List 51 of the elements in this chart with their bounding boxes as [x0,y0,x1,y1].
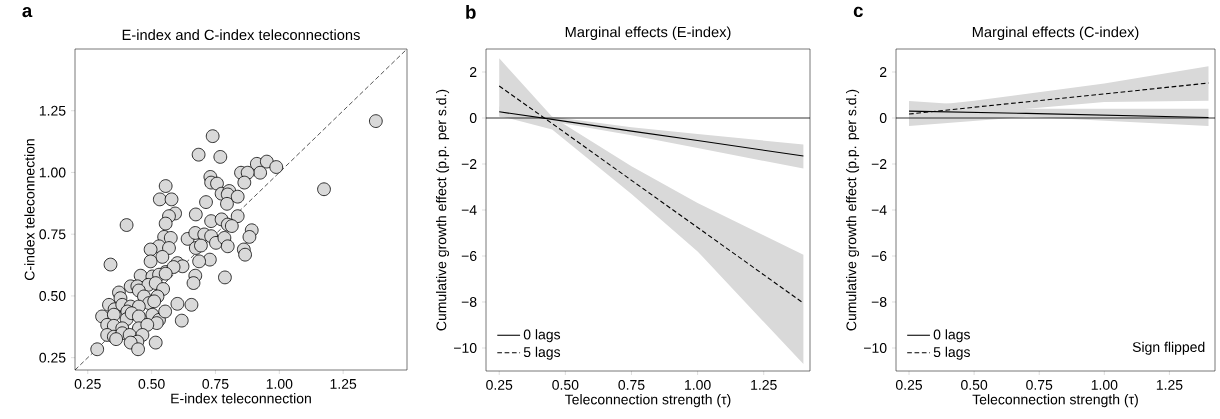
x-tick-label: 0.50 [552,379,579,390]
x-tick-label: 0.50 [961,379,988,390]
y-tick-label: 0 [879,113,887,123]
x-tick-label: 1.00 [266,378,293,389]
x-tick-label: 1.00 [685,379,711,390]
x-tick-label: 1.00 [1091,379,1118,390]
y-tick-label: −6 [461,251,477,261]
x-tick-label: 1.25 [1156,379,1183,390]
chart-title: E-index and C-index teleconnections [122,29,360,41]
x-tick-label: 0.75 [202,378,229,389]
y-tick-label: 0.75 [39,229,66,240]
y-tick-label: −10 [864,343,887,353]
chart-title: Marginal effects (C-index) [972,26,1139,41]
x-tick-label: 0.75 [1026,379,1053,390]
chart-title: Marginal effects (E-index) [565,26,731,41]
y-tick-label: 0.25 [39,352,66,363]
y-tick-label: 2 [880,67,887,77]
text: a [22,6,33,18]
x-axis-title: Teleconnection strength (τ) [565,394,731,408]
y-axis-title: C-index teleconnection [24,139,35,280]
y-axis-title: Cumulative growth effect (p.p. per s.d.) [846,89,860,331]
legend-label: 0 lags [933,329,970,343]
x-tick-label: 0.25 [486,379,513,390]
text: c [853,6,863,18]
y-tick-label: −2 [871,159,887,169]
y-tick-label: −6 [871,251,887,261]
x-tick-label: 1.25 [330,378,357,389]
legend-label: 5 lags [933,346,970,360]
legend-label: 0 lags [523,329,561,343]
x-tick-label: 0.75 [618,379,645,390]
y-tick-label: −2 [461,159,477,169]
y-tick-label: −4 [461,205,477,215]
x-tick-label: 0.50 [138,378,165,389]
x-axis-title: E-index teleconnection [171,393,311,404]
y-axis-title: Cumulative growth effect (p.p. per s.d.) [436,89,450,331]
y-tick-label: 2 [470,67,477,77]
annotation: Sign flipped [1132,341,1205,355]
y-tick-label: 1.00 [39,167,66,178]
text: b [466,5,476,19]
y-tick-label: −10 [454,343,477,353]
x-axis-title: Teleconnection strength (τ) [972,394,1138,408]
y-tick-label: −4 [871,205,887,215]
y-tick-label: −8 [871,297,887,307]
y-tick-label: −8 [461,297,477,307]
y-tick-label: 1.25 [39,105,66,116]
y-tick-label: 0.50 [39,290,66,301]
x-tick-label: 0.25 [895,379,923,390]
x-tick-label: 1.25 [751,379,777,390]
y-tick-label: 0 [469,113,477,123]
legend-label: 5 lags [523,346,561,360]
x-tick-label: 0.25 [74,378,101,389]
